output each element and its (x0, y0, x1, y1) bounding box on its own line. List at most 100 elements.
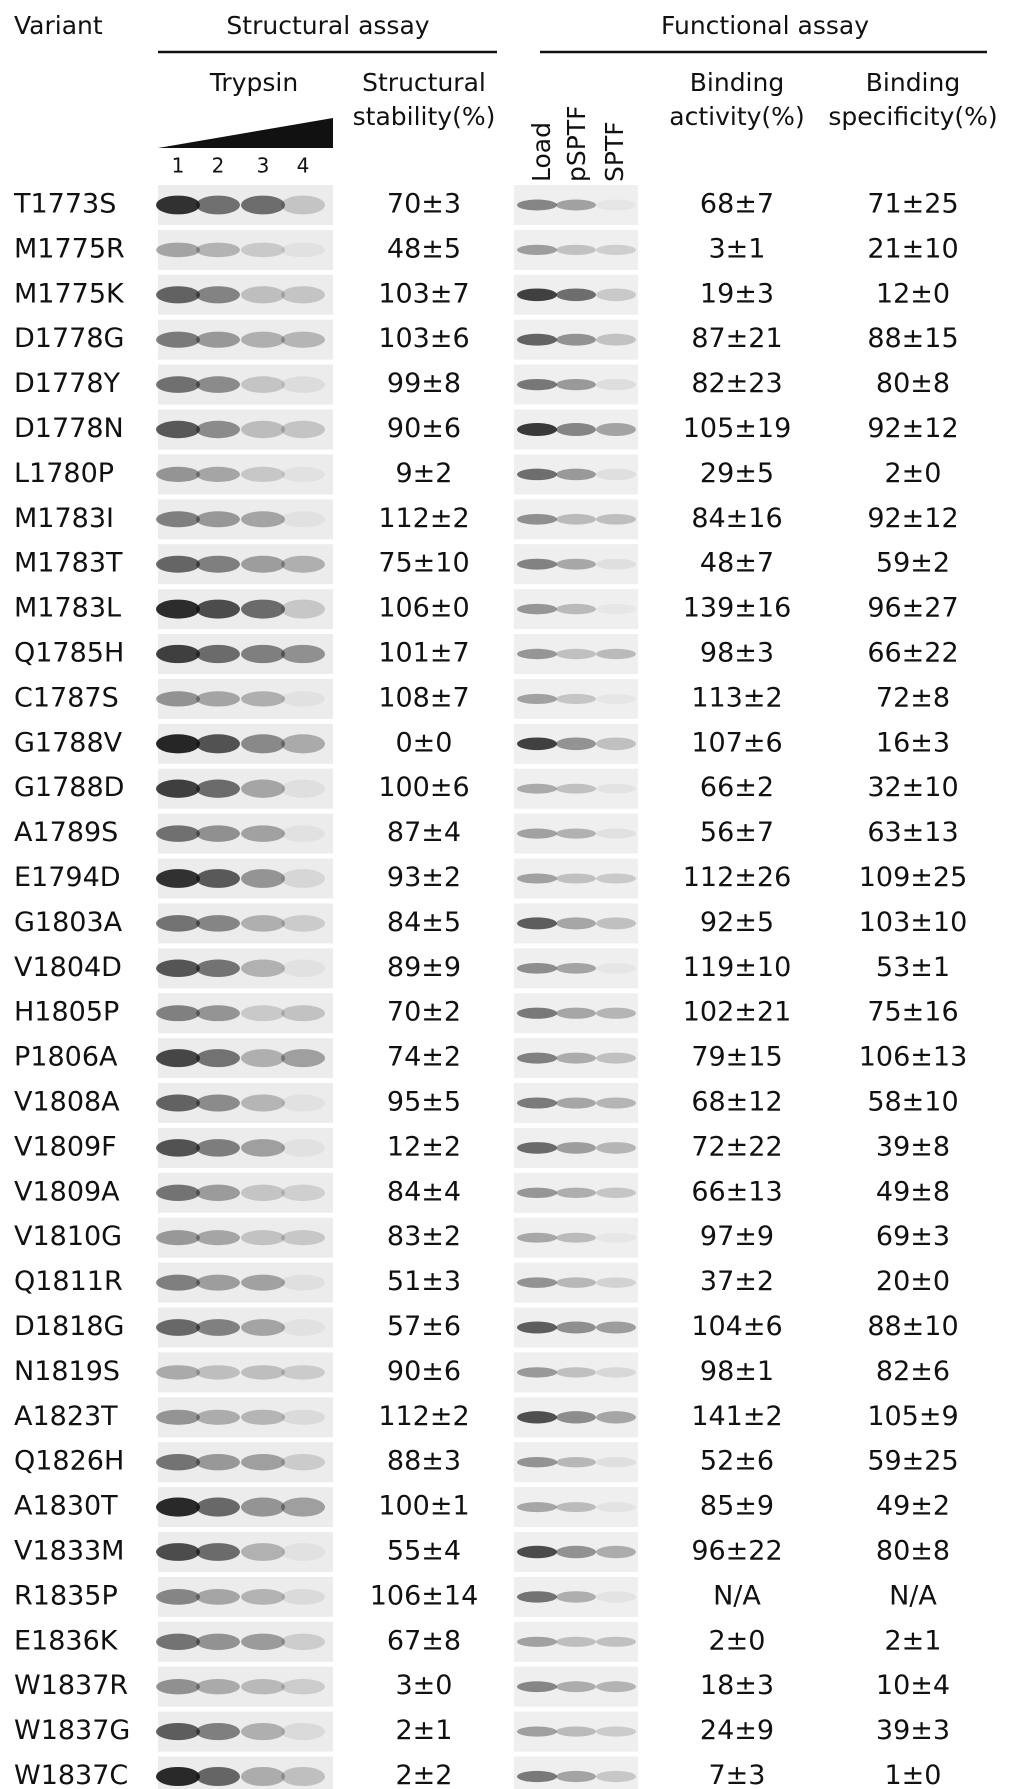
gel-band (241, 376, 285, 393)
gel-band (196, 825, 240, 842)
gel-band (196, 1005, 240, 1022)
gel-strip (514, 229, 638, 270)
gel-band (196, 1230, 240, 1246)
gel-band (281, 1139, 325, 1157)
gel-band (596, 1052, 636, 1064)
gel-band (556, 648, 596, 660)
gel-strip (514, 589, 638, 630)
gel-band (281, 1005, 325, 1022)
gel-band (596, 648, 636, 660)
variant: V1808A (14, 1087, 120, 1118)
binding-activity: 104±6 (691, 1311, 782, 1342)
structural-stability: 112±2 (378, 1401, 469, 1432)
functional-lane-label: pSPTF (562, 106, 591, 182)
binding-activity: 68±7 (700, 189, 774, 220)
binding-activity: 18±3 (700, 1670, 774, 1701)
gel-strip (514, 544, 638, 585)
gel-band (596, 1367, 636, 1378)
gel-band (241, 959, 285, 978)
gel-band (196, 1319, 240, 1336)
gel-band (241, 1230, 285, 1246)
gel-band (156, 1094, 200, 1112)
gel-band (517, 1726, 557, 1737)
binding-activity: 56±7 (700, 817, 774, 848)
gel-band (281, 1319, 325, 1336)
gel-strip (158, 454, 333, 495)
binding-specificity: 49±2 (876, 1491, 950, 1522)
gel-band (156, 376, 200, 393)
gel-band (241, 599, 285, 619)
binding-specificity: 12±0 (876, 278, 950, 309)
structural-stability: 95±5 (387, 1087, 461, 1118)
binding-activity: 141±2 (691, 1401, 782, 1432)
gel-band (281, 1274, 325, 1291)
binding-specificity: 2±0 (885, 458, 942, 489)
gel-band (556, 244, 596, 256)
binding-activity: 87±21 (691, 323, 782, 354)
gel-band (241, 691, 285, 707)
gel-strip (514, 1352, 638, 1393)
gel-band (556, 1052, 596, 1064)
gel-band (517, 199, 557, 211)
binding-specificity: N/A (889, 1580, 937, 1611)
gel-strip (514, 678, 638, 719)
gel-band (241, 1319, 285, 1336)
gel-band (596, 693, 636, 704)
structural-stability: 90±6 (387, 1356, 461, 1387)
gel-band (281, 1453, 325, 1471)
gel-band (156, 1543, 200, 1561)
gel-band (596, 1770, 636, 1783)
binding-activity: 37±2 (700, 1266, 774, 1297)
variant-header: Variant (14, 11, 103, 40)
gel-band (196, 1184, 240, 1202)
gel-band (156, 331, 200, 348)
gel-band (596, 1187, 636, 1199)
gel-band (517, 1411, 557, 1424)
gel-band (517, 1456, 557, 1468)
gel-band (556, 1187, 596, 1199)
structural-stability: 70±3 (387, 189, 461, 220)
gel-band (517, 1052, 557, 1064)
gel-band (517, 828, 557, 839)
variant: D1778G (14, 323, 124, 354)
gel-band (517, 1321, 557, 1334)
gel-band (281, 286, 325, 304)
structural-stability: 3±0 (396, 1670, 453, 1701)
gel-band (596, 288, 636, 302)
gel-strip (514, 1442, 638, 1483)
structural-stability: 103±6 (378, 323, 469, 354)
binding-specificity: 39±8 (876, 1131, 950, 1162)
gel-band (517, 873, 557, 884)
gel-band (241, 466, 285, 482)
structural-stability: 84±4 (387, 1176, 461, 1207)
specificity-header: specificity(%) (828, 102, 997, 131)
gel-band (241, 825, 285, 842)
binding-specificity: 63±13 (867, 817, 958, 848)
gel-band (517, 603, 557, 615)
binding-specificity: 80±8 (876, 1536, 950, 1567)
lane-label: 2 (212, 154, 225, 178)
binding-activity: 48±7 (700, 548, 774, 579)
gel-band (281, 1365, 325, 1380)
gel-band (596, 199, 636, 211)
gel-band (556, 917, 596, 930)
gel-band (517, 648, 557, 660)
gel-band (241, 1633, 285, 1651)
structural-stability: 99±8 (387, 368, 461, 399)
gel-band (596, 603, 636, 615)
gel-band (241, 1589, 285, 1605)
gel-band (196, 915, 240, 932)
variant: A1830T (14, 1491, 118, 1522)
gel-band (556, 1142, 596, 1154)
gel-band (517, 1187, 557, 1199)
binding-activity: 139±16 (683, 593, 792, 624)
gel-band (196, 1139, 240, 1157)
binding-activity: 97±9 (700, 1221, 774, 1252)
binding-specificity: 106±13 (859, 1042, 968, 1073)
variant: M1783T (14, 548, 123, 579)
gel-band (556, 737, 596, 751)
gel-strip (514, 1666, 638, 1707)
binding-specificity: 105±9 (867, 1401, 958, 1432)
binding-activity: 107±6 (691, 727, 782, 758)
